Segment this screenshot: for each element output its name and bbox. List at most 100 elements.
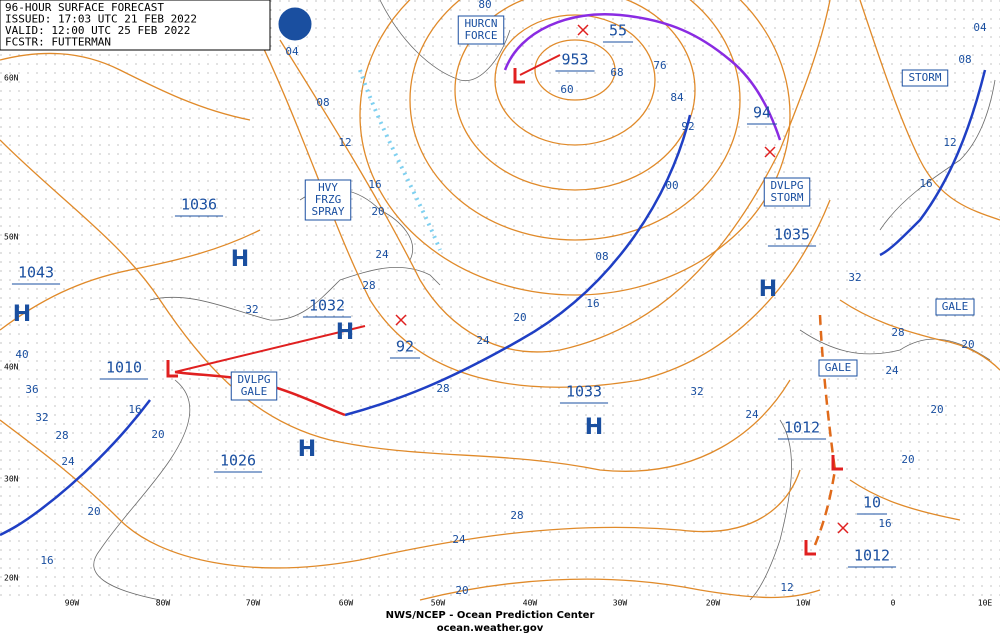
- isobar-label: 08: [958, 53, 971, 66]
- isobar-label: 20: [371, 205, 384, 218]
- pressure-label: 10: [863, 494, 881, 512]
- isobar-label: 20: [151, 428, 164, 441]
- box-label: HVY: [318, 181, 338, 194]
- lat-label: 30N: [4, 475, 19, 484]
- isobar-label: 24: [452, 533, 466, 546]
- pressure-label: 55: [609, 22, 627, 40]
- footer-line: ocean.weather.gov: [437, 623, 544, 634]
- isobar-label: 92: [681, 120, 694, 133]
- isobar-label: 08: [595, 250, 608, 263]
- label-box: [230, 371, 278, 401]
- low-markers: [166, 24, 849, 556]
- grid: [0, 0, 1000, 600]
- box-label: FRZG: [315, 193, 342, 206]
- lon-label: 20W: [706, 599, 721, 608]
- lon-label: 0: [891, 599, 896, 608]
- isobar-label: 32: [35, 411, 48, 424]
- box-label: HURCN: [464, 17, 497, 30]
- header-line: ISSUED: 17:03 UTC 21 FEB 2022: [5, 13, 197, 26]
- box-label: STORM: [908, 71, 941, 84]
- isobar-label: 20: [87, 505, 100, 518]
- high-center: H: [298, 437, 316, 462]
- isobar-label: 32: [245, 303, 258, 316]
- isobar-label: 24: [885, 364, 899, 377]
- isobar-label: 24: [476, 334, 490, 347]
- pressure-label: 1036: [181, 196, 217, 214]
- isobar-label: 16: [586, 297, 599, 310]
- isobar-label: 40: [15, 348, 28, 361]
- label-box: [304, 179, 352, 221]
- isobar-label: 12: [338, 136, 351, 149]
- isobars: [0, 0, 1000, 601]
- pressure-label: 1035: [774, 226, 810, 244]
- isobar-label: 16: [919, 177, 932, 190]
- lat-label: 40N: [4, 363, 19, 372]
- box-label: SPRAY: [311, 205, 344, 218]
- pressure-label: 1012: [784, 419, 820, 437]
- isobar-label: 68: [610, 66, 623, 79]
- isobar-label: 76: [653, 59, 666, 72]
- box-label: FORCE: [464, 29, 497, 42]
- lon-label: 80W: [156, 599, 171, 608]
- lon-label: 10W: [796, 599, 811, 608]
- isobar-label: 00: [665, 179, 678, 192]
- isobar-label: 12: [780, 581, 793, 594]
- isobar-label: 28: [891, 326, 904, 339]
- box-label: GALE: [825, 361, 852, 374]
- isobar-label: 28: [55, 429, 68, 442]
- isobar-label: 24: [375, 248, 389, 261]
- isobar-label: 12: [943, 136, 956, 149]
- pressure-label: 1043: [18, 264, 54, 282]
- isobar-label: 08: [316, 96, 329, 109]
- lat-label: 20N: [4, 574, 19, 583]
- isobar-label: 36: [25, 383, 38, 396]
- high-center: H: [231, 247, 249, 272]
- lon-label: 70W: [246, 599, 261, 608]
- box-label: DVLPG: [237, 373, 270, 386]
- footer-line: NWS/NCEP - Ocean Prediction Center: [386, 610, 595, 621]
- isobar-label: 32: [848, 271, 861, 284]
- label-box: [457, 15, 505, 45]
- isobar-label: 20: [901, 453, 914, 466]
- pressure-label: 92: [396, 338, 414, 356]
- box-label: GALE: [241, 385, 268, 398]
- high-center: H: [336, 320, 354, 345]
- box-label: GALE: [942, 300, 969, 313]
- label-box: [935, 298, 975, 316]
- isobar-label: 28: [510, 509, 523, 522]
- lat-label: 50N: [4, 233, 19, 242]
- label-box: [901, 69, 949, 87]
- pressure-label: 1033: [566, 383, 602, 401]
- isobar-label: 16: [878, 517, 891, 530]
- pressure-label: 953: [561, 51, 588, 69]
- isobar-label: 28: [436, 382, 449, 395]
- high-center: H: [585, 415, 603, 440]
- isobar-label: 04: [973, 21, 987, 34]
- header-line: 96-HOUR SURFACE FORECAST: [5, 1, 164, 14]
- coastlines: [93, 0, 996, 601]
- label-box: [763, 177, 811, 207]
- isobar-label: 20: [513, 311, 526, 324]
- isobar-label: 20: [961, 338, 974, 351]
- isobar-label: 24: [745, 408, 759, 421]
- box-label: DVLPG: [770, 179, 803, 192]
- isobar-label: 80: [478, 0, 491, 11]
- header-box: [0, 0, 271, 51]
- lat-label: 60N: [4, 74, 19, 83]
- isobar-label: 16: [128, 403, 141, 416]
- isobar-label: 84: [670, 91, 684, 104]
- header-line: FCSTR: FUTTERMAN: [5, 36, 111, 49]
- lon-label: 90W: [65, 599, 80, 608]
- box-label: STORM: [770, 191, 803, 204]
- label-box: [818, 359, 858, 377]
- isobar-label: 04: [285, 45, 299, 58]
- pressure-label: 1032: [309, 297, 345, 315]
- pressure-label: 94: [753, 104, 771, 122]
- pressure-label: 1010: [106, 359, 142, 377]
- lon-label: 60W: [339, 599, 354, 608]
- pressure-label: 1026: [220, 452, 256, 470]
- logo: [277, 6, 313, 42]
- isobar-label: 20: [930, 403, 943, 416]
- isobar-label: 60: [560, 83, 573, 96]
